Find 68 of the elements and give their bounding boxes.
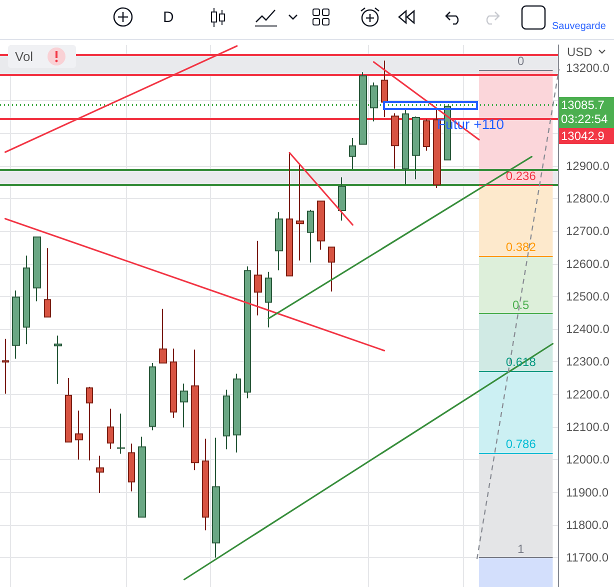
candlestick	[117, 413, 125, 454]
candlestick	[75, 410, 83, 460]
candlestick	[12, 290, 20, 360]
candlestick	[170, 348, 177, 418]
candlestick	[44, 248, 51, 318]
y-tick-label: 12900.0	[566, 158, 610, 173]
text: 03:22:54	[561, 112, 608, 126]
candlestick	[138, 436, 146, 518]
annotation: 0.5	[512, 298, 530, 312]
candlestick	[233, 373, 241, 453]
candlestick	[2, 338, 9, 394]
y-tick-label: 12100.0	[566, 420, 610, 434]
y-tick-label: 12000.0	[566, 452, 610, 467]
candlestick	[180, 383, 188, 428]
y-tick-label: 12800.0	[566, 191, 610, 206]
candlestick	[128, 443, 135, 492]
candlestick	[149, 362, 156, 431]
candlestick	[317, 200, 325, 250]
candlestick	[159, 308, 167, 364]
y-tick-label: 12400.0	[566, 322, 610, 336]
candlestick	[381, 60, 388, 118]
y-tick-label: 12700.0	[566, 224, 610, 238]
candlestick	[54, 335, 62, 384]
candlestick	[223, 389, 230, 450]
text: 13085.7	[561, 98, 604, 112]
candlestick	[86, 386, 93, 461]
candlestick	[307, 209, 314, 263]
text: Sauvegarde	[552, 21, 606, 32]
candlestick	[254, 240, 262, 316]
candlestick	[328, 246, 335, 292]
y-tick-label: 12600.0	[566, 256, 610, 271]
candlestick	[265, 271, 272, 328]
candlestick	[359, 72, 367, 145]
y-tick-label: 11800.0	[566, 518, 609, 532]
candlestick	[33, 236, 41, 302]
candlestick	[402, 109, 409, 186]
annotation: 0	[518, 54, 524, 68]
candlestick	[423, 118, 430, 152]
annotation: 1	[518, 542, 524, 556]
y-tick-label: 11900.0	[566, 485, 609, 500]
y-tick-label: 11700.0	[566, 550, 609, 565]
annotation: 0.236	[506, 169, 536, 184]
candlestick	[96, 455, 104, 494]
candlestick	[65, 378, 72, 443]
candlestick	[275, 212, 283, 271]
y-tick-label: 13200.0	[566, 60, 610, 75]
candlestick	[391, 112, 399, 170]
text: D	[163, 9, 174, 26]
text: 13042.9	[561, 129, 604, 144]
candlestick	[296, 163, 304, 261]
candlestick	[212, 437, 220, 558]
text: USD	[567, 45, 592, 59]
candlestick	[349, 138, 356, 170]
candlestick	[412, 116, 420, 180]
y-tick-label: 12200.0	[566, 387, 610, 402]
annotation: 0.786	[506, 437, 536, 452]
annotation: 0.382	[506, 240, 536, 254]
y-tick-label: 12300.0	[566, 354, 610, 369]
candlestick	[338, 176, 346, 222]
y-tick-label: 12500.0	[566, 289, 610, 304]
candlestick	[202, 438, 209, 531]
candlestick	[191, 349, 199, 471]
candlestick	[370, 82, 378, 122]
candlestick	[23, 255, 30, 345]
candlestick	[286, 152, 293, 276]
annotation: Vol	[15, 49, 34, 64]
candlestick	[107, 408, 114, 450]
candlestick	[244, 266, 251, 399]
